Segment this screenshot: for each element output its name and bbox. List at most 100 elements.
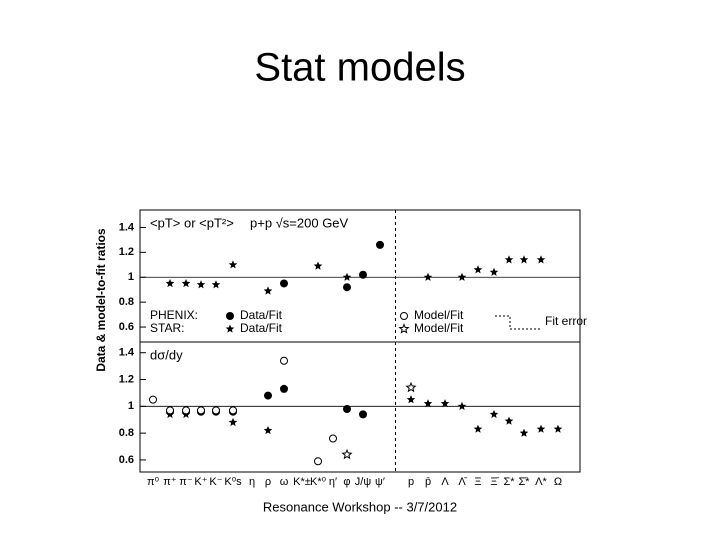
data-point — [423, 399, 433, 408]
x-tick-label: K⁻ — [209, 476, 222, 488]
data-point — [519, 255, 529, 264]
x-tick-label: η′ — [329, 476, 337, 488]
data-point — [228, 260, 238, 269]
y-tick-label: 1.2 — [119, 373, 134, 385]
data-point — [457, 401, 467, 410]
x-tick-label: ω — [280, 476, 289, 488]
x-tick-label: Ξ — [474, 476, 481, 488]
data-point — [263, 426, 273, 435]
model-point — [182, 406, 190, 415]
y-tick-label: 0.6 — [119, 321, 134, 333]
data-point — [359, 410, 367, 419]
model-point — [405, 381, 417, 393]
model-point — [329, 434, 337, 443]
model-point — [149, 395, 157, 404]
x-tick-label: π⁰ — [147, 476, 160, 488]
x-tick-label: J/ψ — [355, 476, 372, 488]
model-point — [280, 356, 288, 365]
data-point — [489, 267, 499, 276]
x-tick-label: Ξ̄ — [490, 476, 499, 488]
y-tick-label: 1.2 — [119, 246, 134, 258]
data-point — [343, 283, 351, 292]
model-point — [398, 323, 410, 334]
data-point — [504, 416, 514, 425]
plot-frame — [139, 209, 581, 473]
x-tick-label: ψ′ — [375, 476, 385, 488]
data-point — [280, 279, 288, 288]
legend-label: Model/Fit — [414, 308, 464, 322]
footer: Resonance Workshop -- 3/7/2012 — [263, 499, 457, 514]
x-tick-label: Λ* — [535, 476, 547, 488]
data-point — [536, 255, 546, 264]
x-tick-label: K*± — [293, 476, 311, 488]
slide-title: Stat models — [254, 46, 465, 90]
x-tick-label: η — [249, 476, 255, 488]
data-point — [342, 272, 352, 281]
model-point — [341, 448, 353, 460]
data-point — [457, 272, 467, 281]
x-tick-label: Λ — [441, 476, 449, 488]
legend-label: Data/Fit — [240, 308, 283, 322]
legend-label: Data/Fit — [240, 321, 283, 335]
data-point — [504, 255, 514, 264]
y-tick-label: 0.8 — [119, 296, 134, 308]
data-point — [181, 279, 191, 288]
data-point — [165, 279, 175, 288]
data-point — [489, 409, 499, 418]
x-tick-label: p̄ — [425, 476, 431, 488]
data-point — [228, 417, 238, 427]
data-point — [279, 384, 289, 393]
x-tick-label: π⁺ — [163, 476, 177, 488]
model-point — [229, 406, 237, 415]
data-point — [553, 424, 563, 433]
x-tick-label: φ — [343, 476, 350, 488]
x-tick-label: ρ — [265, 476, 271, 488]
data-point — [264, 391, 272, 400]
x-tick-label: Ω — [554, 476, 562, 488]
data-point — [406, 395, 416, 404]
data-point — [196, 280, 206, 289]
data-point — [313, 261, 323, 270]
data-point — [376, 240, 384, 249]
x-tick-label: Σ̄* — [518, 476, 530, 488]
x-tick-label: Σ* — [503, 476, 515, 488]
data-point — [440, 399, 450, 408]
legend-group: STAR: — [150, 321, 184, 335]
fit-error-swatch — [495, 315, 540, 330]
model-point — [314, 457, 322, 466]
y-tick-label: 0.6 — [119, 454, 134, 466]
panel-label: <pT> or <pT²> — [150, 215, 234, 230]
data-point — [343, 405, 351, 414]
data-point — [536, 424, 546, 433]
x-tick-label: Λ̄ — [458, 476, 467, 488]
legend-group: PHENIX: — [150, 308, 198, 322]
x-tick-label: K*⁰ — [310, 476, 327, 488]
data-point — [473, 265, 483, 274]
y-axis-label: Data & model-to-fit ratios — [94, 228, 108, 372]
data-point — [211, 280, 221, 289]
model-point — [212, 406, 220, 415]
data-point — [519, 428, 529, 437]
y-tick-label: 1 — [128, 400, 134, 412]
x-tick-label: K⁺ — [194, 476, 207, 488]
y-tick-label: 0.8 — [119, 427, 134, 439]
legend-label: Fit error — [545, 314, 587, 328]
x-tick-label: p — [408, 476, 414, 488]
model-point — [400, 312, 408, 320]
data-point — [423, 272, 433, 281]
panel-label: p+p √s=200 GeV — [250, 215, 349, 230]
x-tick-label: π⁻ — [179, 476, 193, 488]
data-point — [473, 424, 483, 433]
data-point — [359, 270, 367, 279]
panel-label: dσ/dy — [150, 347, 183, 362]
legend-label: Model/Fit — [414, 321, 464, 335]
x-tick-label: K⁰s — [224, 476, 242, 488]
data-point — [225, 324, 235, 333]
y-tick-label: 1.4 — [119, 221, 135, 233]
data-point — [263, 286, 273, 295]
data-point — [226, 312, 234, 320]
y-tick-label: 1.4 — [119, 347, 135, 359]
model-point — [166, 406, 174, 415]
